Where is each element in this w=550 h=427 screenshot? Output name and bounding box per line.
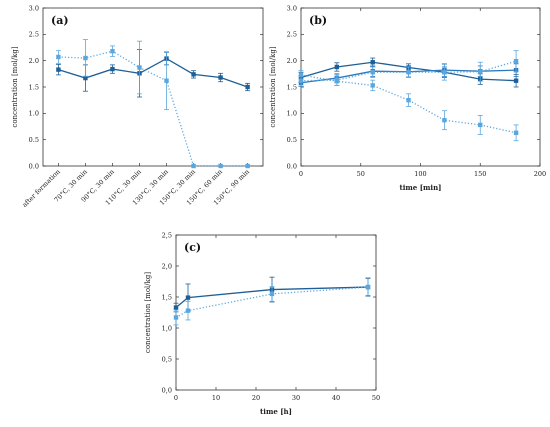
panel-a-series-2-point [56, 54, 61, 60]
panel-a-xtick-label: after formation [21, 168, 62, 209]
panel-b-series-4-point [370, 83, 375, 88]
panel-a-series-1-point [218, 75, 223, 80]
panel-b-xtick-label: 200 [534, 170, 546, 178]
panel-b-ytick-label: 1.5 [287, 83, 297, 91]
panel-c: 0,0 0,5 1,0 1,5 2,0 2,5 concentration [mol/kg]… [144, 231, 380, 416]
panel-c-series-2-point [365, 284, 371, 290]
panel-a: 0.0 0.5 1.0 1.5 2.0 2.5 3.0 concentration [mol/… [11, 4, 264, 209]
panel-c-ytick-label: 1,5 [162, 293, 172, 301]
panel-c-series-2-point [185, 308, 191, 313]
panel-c-series-2 [173, 277, 371, 326]
panel-a-series-2-point [191, 163, 196, 169]
panel-b-series-3-point [478, 69, 483, 74]
panel-c-xtick-label: 20 [252, 394, 260, 402]
panel-c-xtick-label: 0 [174, 394, 178, 402]
panel-a-series-2-point [83, 55, 88, 61]
panel-b-series-3-point [513, 58, 519, 64]
panel-a-ytick-label: 2.5 [29, 31, 39, 39]
panel-c-ylabel: concentration [mol/kg] [144, 272, 152, 353]
panel-b-ytick-label: 1.0 [287, 110, 297, 118]
panel-c-frame [175, 234, 377, 391]
panel-c-ytick-label: 2,5 [162, 231, 172, 239]
panel-a-series-2-line [58, 50, 248, 167]
panel-b-xlabel: time [min] [400, 183, 442, 192]
panel-c-xtick-label: 30 [292, 394, 300, 402]
panel-c-ytick-label: 2,0 [162, 262, 172, 270]
panel-a-ytick-label: 0.0 [29, 162, 39, 170]
panel-b-label: (b) [309, 14, 327, 27]
panel-b-ytick-label: 0.5 [287, 136, 297, 144]
panel-b-series-4 [298, 70, 519, 142]
panel-a-series-1-point [191, 72, 196, 77]
panel-c-series-1-point [185, 295, 191, 300]
panel-a-frame [42, 7, 264, 167]
panel-a-ytick-label: 3.0 [29, 4, 39, 12]
panel-a-series-1-point [83, 75, 88, 81]
panel-b-ytick-label: 3.0 [287, 4, 297, 12]
panel-c-ytick-label: 1,0 [162, 324, 172, 332]
panel-c-xtick-label: 10 [212, 394, 220, 402]
panel-a-ylabel: concentration [mol/kg] [11, 46, 19, 127]
panel-a-series-1-point [245, 84, 250, 90]
panel-c-xlabel: time [h] [260, 407, 292, 416]
panel-a-series-2 [55, 39, 250, 169]
panel-b-series-4-point [298, 72, 304, 78]
panel-c-ytick-label: 0,5 [162, 355, 172, 363]
panel-c-series-2-line [175, 286, 369, 319]
panel-b-series-3-point [298, 78, 304, 83]
panel-c-xtick-label: 40 [332, 394, 340, 402]
panel-b-xtick-label: 150 [474, 170, 486, 178]
panel-b: 0.0 0.5 1.0 1.5 2.0 2.5 3.0 concentration [mol/… [269, 4, 546, 192]
panel-a-ytick-label: 0.5 [29, 136, 39, 144]
panel-b-series-3-point [406, 70, 411, 75]
panel-b-ytick-label: 2.5 [287, 31, 297, 39]
panel-b-series-1-point [370, 60, 375, 65]
panel-a-ytick-label: 2.0 [29, 57, 39, 65]
panel-a-series-2-point [164, 78, 169, 83]
panel-a-series-1-line [58, 57, 248, 88]
panel-c-ytick-label: 0,0 [162, 386, 172, 394]
panel-c-series-2-point [269, 291, 275, 297]
panel-b-xtick-label: 100 [414, 170, 426, 178]
panel-b-series-4-point [513, 130, 519, 136]
panel-b-ylabel: concentration [mol/kg] [269, 46, 277, 127]
panel-c-label: (c) [184, 241, 201, 254]
panel-b-series-3-point [370, 70, 375, 75]
panel-a-series-1-point [56, 67, 61, 72]
panel-a-label: (a) [51, 14, 69, 27]
panel-b-xtick-label: 50 [357, 170, 365, 178]
panel-b-series-3-point [442, 70, 447, 75]
panel-b-series-1-point [513, 78, 519, 83]
panel-b-xtick-label: 0 [299, 170, 303, 178]
panel-a-series-2-point [137, 65, 142, 70]
panel-b-series-4-point [442, 117, 447, 123]
panel-a-series-2-point [218, 163, 223, 169]
panel-c-xtick-label: 50 [372, 394, 380, 402]
panel-a-ytick-label: 1.5 [29, 83, 39, 91]
panel-b-ytick-label: 0.0 [287, 162, 297, 170]
panel-a-series-2-point [110, 48, 115, 54]
panel-c-series-1-line [175, 286, 369, 309]
panel-b-series-1-point [334, 64, 340, 70]
panel-b-ytick-label: 2.0 [287, 57, 297, 65]
panel-a-series-2-point [245, 163, 250, 169]
panel-b-series-4-point [478, 122, 483, 128]
panel-b-frame [300, 7, 541, 167]
panel-c-series-2-point [173, 315, 179, 320]
panel-a-ytick-label: 1.0 [29, 110, 39, 118]
panel-c-series-1-point [173, 305, 179, 310]
panel-b-series-4-point [334, 79, 340, 84]
panel-a-series-1-point [110, 66, 115, 72]
panel-b-series-4-point [406, 97, 411, 103]
